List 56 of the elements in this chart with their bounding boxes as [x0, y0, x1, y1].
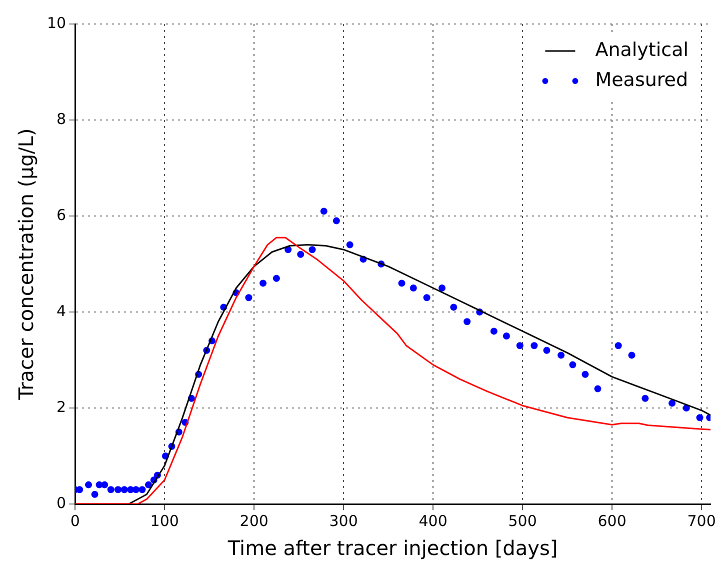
point [423, 294, 430, 302]
point [502, 332, 510, 340]
point [332, 217, 340, 224]
point [144, 481, 152, 488]
point [320, 208, 328, 215]
point [85, 481, 92, 488]
point [582, 370, 589, 378]
x-axis-title: Time after tracer injection [days] [226, 536, 558, 560]
point [114, 486, 122, 494]
point [543, 346, 550, 354]
point [410, 284, 417, 292]
point [138, 486, 146, 494]
point [438, 284, 446, 292]
y-axis-title: Tracer concentration (μg/L) [14, 128, 38, 401]
point [490, 328, 498, 335]
y-tick-label: 8 [56, 110, 66, 128]
point [614, 342, 622, 350]
point [530, 342, 538, 350]
point [450, 304, 458, 311]
point [668, 400, 676, 407]
point [642, 394, 649, 402]
point [120, 486, 128, 494]
point [558, 352, 565, 359]
y-tick-label: 2 [56, 398, 66, 416]
point [76, 486, 84, 494]
point [272, 274, 280, 282]
y-tick-label: 6 [56, 206, 66, 224]
x-tick-label: 0 [70, 512, 80, 530]
point [398, 280, 406, 287]
x-tick-label: 400 [418, 512, 448, 530]
point [308, 246, 316, 254]
point [464, 318, 471, 326]
point [516, 342, 524, 350]
y-tick-label: 0 [56, 494, 66, 512]
legend-label: Measured [595, 68, 688, 91]
point [346, 241, 354, 248]
point [696, 414, 704, 422]
x-tick-label: 600 [598, 512, 626, 530]
point [260, 280, 267, 287]
point [245, 294, 252, 302]
point [101, 481, 108, 488]
point [628, 352, 636, 359]
point [107, 486, 114, 494]
y-tick-label: 10 [46, 14, 66, 32]
point [594, 385, 602, 392]
x-tick-label: 700 [687, 512, 716, 530]
x-tick-label: 300 [329, 512, 358, 530]
point [297, 250, 304, 258]
point [569, 361, 576, 368]
y-tick-label: 4 [56, 302, 66, 320]
x-tick-label: 500 [508, 512, 537, 530]
legend-label: Analytical [595, 38, 689, 61]
x-tick-label: 100 [150, 512, 179, 530]
point [132, 486, 140, 494]
x-tick-label: 200 [240, 512, 268, 530]
point [91, 490, 98, 498]
